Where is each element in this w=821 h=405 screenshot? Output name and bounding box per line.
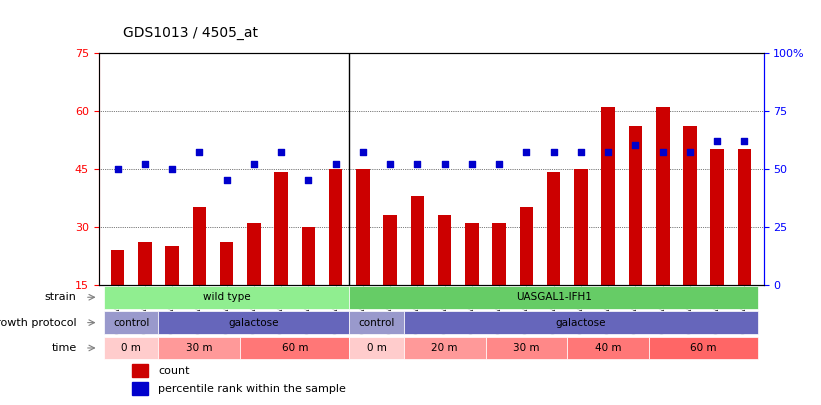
Point bbox=[138, 161, 151, 167]
Bar bbox=[737, 149, 751, 343]
Bar bbox=[683, 126, 697, 343]
Bar bbox=[574, 168, 588, 343]
Bar bbox=[165, 246, 179, 343]
Text: control: control bbox=[113, 318, 149, 328]
Bar bbox=[629, 126, 642, 343]
Point bbox=[247, 161, 260, 167]
Text: 60 m: 60 m bbox=[690, 343, 717, 353]
Bar bbox=[438, 215, 452, 343]
Bar bbox=[193, 207, 206, 343]
Text: GDS1013 / 4505_at: GDS1013 / 4505_at bbox=[123, 26, 258, 40]
FancyBboxPatch shape bbox=[404, 311, 758, 334]
Point bbox=[629, 142, 642, 149]
Text: 0 m: 0 m bbox=[122, 343, 141, 353]
Point bbox=[547, 149, 560, 156]
Point bbox=[656, 149, 669, 156]
Text: UASGAL1-IFH1: UASGAL1-IFH1 bbox=[516, 292, 592, 302]
FancyBboxPatch shape bbox=[349, 286, 758, 309]
Bar bbox=[465, 223, 479, 343]
Text: percentile rank within the sample: percentile rank within the sample bbox=[158, 384, 346, 394]
Point bbox=[166, 165, 179, 172]
Point bbox=[329, 161, 342, 167]
Bar bbox=[247, 223, 261, 343]
FancyBboxPatch shape bbox=[349, 337, 404, 359]
Bar bbox=[493, 223, 506, 343]
Text: 0 m: 0 m bbox=[367, 343, 387, 353]
Text: 30 m: 30 m bbox=[513, 343, 539, 353]
FancyBboxPatch shape bbox=[104, 337, 158, 359]
Text: 20 m: 20 m bbox=[431, 343, 458, 353]
Bar bbox=[601, 107, 615, 343]
FancyBboxPatch shape bbox=[404, 337, 485, 359]
Point bbox=[111, 165, 124, 172]
Bar bbox=[132, 364, 149, 377]
Text: galactose: galactose bbox=[228, 318, 279, 328]
Bar bbox=[383, 215, 397, 343]
FancyBboxPatch shape bbox=[649, 337, 758, 359]
Text: 30 m: 30 m bbox=[186, 343, 213, 353]
Point bbox=[738, 138, 751, 144]
Bar bbox=[710, 149, 724, 343]
Point bbox=[302, 177, 315, 183]
Point bbox=[438, 161, 452, 167]
FancyBboxPatch shape bbox=[485, 337, 567, 359]
Text: strain: strain bbox=[45, 292, 76, 302]
Point bbox=[466, 161, 479, 167]
Text: wild type: wild type bbox=[203, 292, 250, 302]
FancyBboxPatch shape bbox=[104, 286, 349, 309]
Bar bbox=[656, 107, 669, 343]
Bar bbox=[356, 168, 369, 343]
Bar bbox=[301, 226, 315, 343]
Point bbox=[356, 149, 369, 156]
Text: 40 m: 40 m bbox=[595, 343, 621, 353]
Point bbox=[683, 149, 696, 156]
FancyBboxPatch shape bbox=[349, 311, 404, 334]
Point bbox=[493, 161, 506, 167]
FancyBboxPatch shape bbox=[567, 337, 649, 359]
Point bbox=[602, 149, 615, 156]
FancyBboxPatch shape bbox=[158, 337, 241, 359]
FancyBboxPatch shape bbox=[241, 337, 349, 359]
Point bbox=[410, 161, 424, 167]
Point bbox=[575, 149, 588, 156]
Point bbox=[274, 149, 287, 156]
Point bbox=[711, 138, 724, 144]
Bar bbox=[410, 196, 424, 343]
Point bbox=[383, 161, 397, 167]
Bar bbox=[520, 207, 533, 343]
FancyBboxPatch shape bbox=[158, 311, 349, 334]
Bar bbox=[138, 242, 152, 343]
Bar bbox=[547, 173, 561, 343]
Point bbox=[220, 177, 233, 183]
Bar bbox=[220, 242, 233, 343]
Text: time: time bbox=[52, 343, 76, 353]
Bar bbox=[132, 382, 149, 395]
Text: count: count bbox=[158, 366, 190, 376]
Bar bbox=[274, 173, 288, 343]
Bar bbox=[111, 250, 125, 343]
Point bbox=[193, 149, 206, 156]
FancyBboxPatch shape bbox=[104, 311, 158, 334]
Bar bbox=[329, 168, 342, 343]
Text: 60 m: 60 m bbox=[282, 343, 308, 353]
Point bbox=[520, 149, 533, 156]
Text: control: control bbox=[358, 318, 395, 328]
Text: galactose: galactose bbox=[556, 318, 606, 328]
Text: growth protocol: growth protocol bbox=[0, 318, 76, 328]
